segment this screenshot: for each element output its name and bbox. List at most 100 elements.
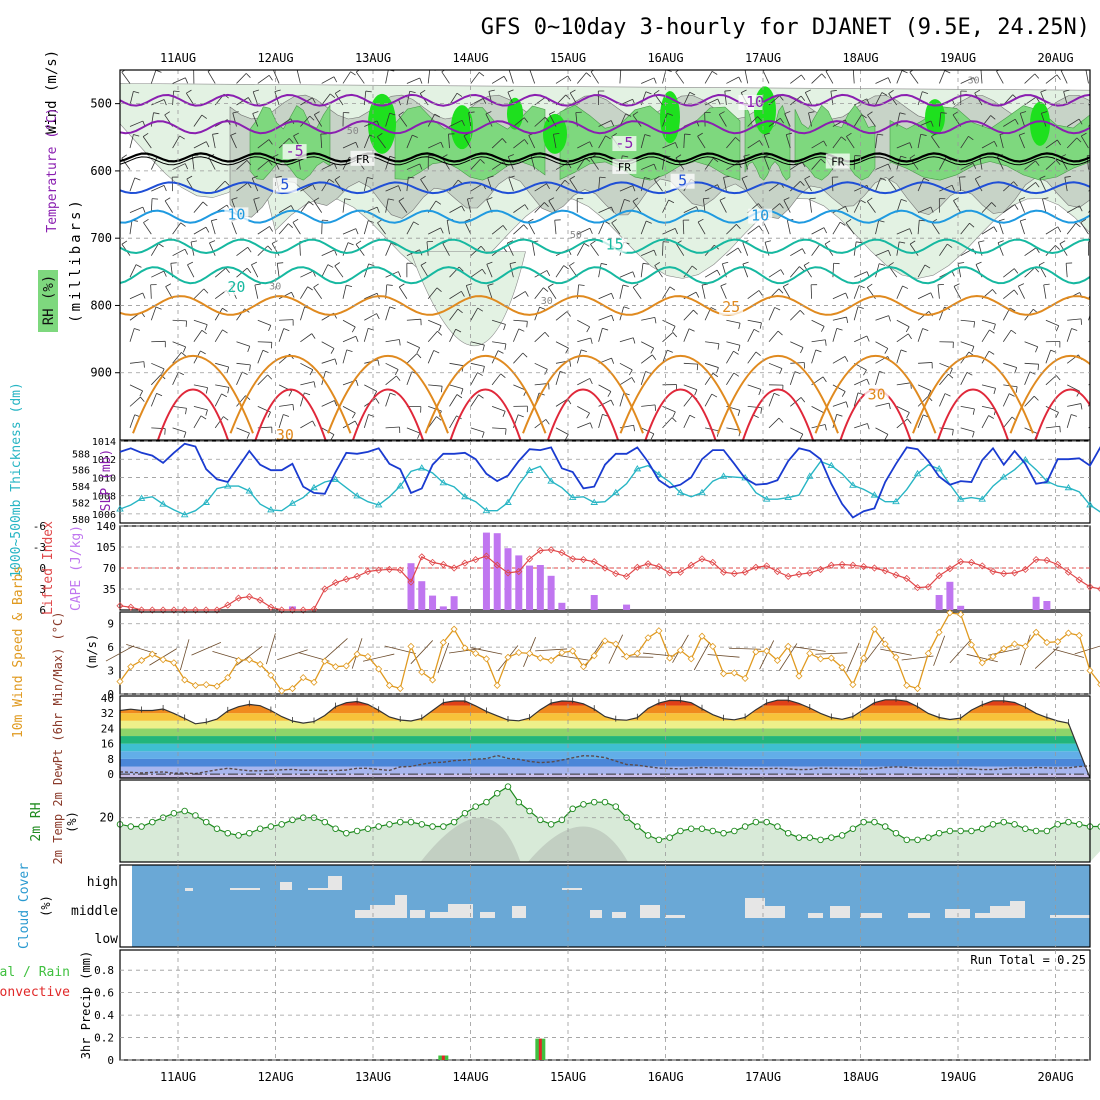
cape-bar [590,595,598,610]
cape-bar [450,596,458,610]
date-label-bottom: 18AUG [842,1070,878,1084]
wind-barb-flag [758,225,763,231]
wind-barb [726,224,737,235]
wind-barb-flag [724,90,731,92]
wind-barb-flag [723,175,730,178]
cloud-block [410,910,425,918]
wind-barb [420,179,429,192]
wind-barb [590,244,599,256]
wind-barb [300,270,314,278]
wind-barb-flag [652,354,657,361]
wind-barb [875,163,889,170]
wind-barb-flag [740,89,747,93]
wind-barb [875,77,889,84]
wind-barb [939,70,946,84]
precip-total-title: Total / Rain [0,965,70,980]
wind-barb [619,271,633,278]
temperature-arch [1009,355,1090,434]
wind-barb [1045,319,1059,327]
wind-barb-flag [972,431,975,438]
temperature-axis-title: Temperature (°C) [45,107,60,232]
wind-barb-flag [836,414,843,417]
wind-barb [590,71,599,84]
wind-barb-flag [888,262,894,267]
wind-barb-flag [922,328,929,331]
wind-speed-point [1021,642,1029,650]
wind-barb-flag [824,240,831,245]
wind-barb [702,198,706,213]
lifted-index-point [191,606,200,614]
wind-barb-flag [543,287,549,292]
wind-barb-flag [200,415,207,420]
wind-barb-flag [376,313,380,320]
wind-barb-flag [487,283,494,286]
wind-barb [720,285,727,299]
wind-barb [662,319,676,327]
wind-barb-flag [170,262,177,264]
wind-barb [1045,425,1060,429]
wind-barb [278,328,285,342]
wind-barb-flag [888,250,891,256]
cape-bar [1043,601,1051,610]
wind-barb [143,222,152,235]
wind-barb [513,117,525,127]
wind-barb-flag [887,163,891,170]
wind-barb [917,384,932,391]
wind-barb-flag [624,198,631,202]
wind-barb [320,134,323,149]
wind-speed-line [119,612,1100,692]
wind-barb-flag [222,307,228,312]
wind-barb [449,308,459,321]
wind-barb-flag [481,268,486,275]
temperature-band [120,720,1090,729]
wind-barb [960,427,975,433]
wind-barb-flag [1018,283,1025,287]
lifted-index-point [601,564,609,572]
wind-barb [875,341,889,349]
wind-barb [917,311,930,321]
wind-barb-flag [389,155,396,159]
wind-barb-flag [163,99,167,106]
lifted-index-point [364,567,372,576]
lifted-index-point [353,572,361,580]
temperature-arch [327,355,449,434]
wind-barb [747,329,755,342]
wind-barb [960,222,970,235]
wind-barb-flag [1079,205,1083,212]
wind-barb-flag [517,414,524,418]
wind-barb [1018,199,1025,213]
wind-barb [981,319,996,325]
wind-barb-flag [373,391,378,397]
wind-barb-flag [1093,307,1099,309]
rh-point [677,827,684,835]
wind-barb-flag [527,218,534,223]
wind-barb-flag [328,178,335,183]
wind-barb-flag [268,75,273,81]
temperature-contour [120,93,1090,107]
wind-speed-point [159,656,167,664]
wind-barb-flag [416,353,422,359]
wind-barb-flag [901,70,908,74]
wind-barb [491,319,506,325]
cloud-block [590,910,602,918]
wind-barb [1043,284,1047,299]
surface-wind-barb [410,640,434,665]
wind-tick: 3 [107,665,114,678]
wind-barb [257,245,269,256]
wind-barb-flag [632,197,639,202]
temperature-arch-hot [937,388,1009,440]
wind-barb [555,311,568,321]
wind-barb-flag [1037,364,1039,371]
wind-barb-flag [460,388,464,395]
wind-barb-flag [966,371,973,376]
wind-barb-flag [672,326,676,332]
wind-barb [960,319,975,323]
wind-barb-flag [502,225,507,231]
wind-barb [619,185,633,192]
wind-barb-flag [156,393,163,397]
wind-barb [1040,113,1047,127]
lifted-index-point [299,606,307,614]
wind-barb-flag [1042,197,1049,200]
wind-barb [172,77,186,84]
